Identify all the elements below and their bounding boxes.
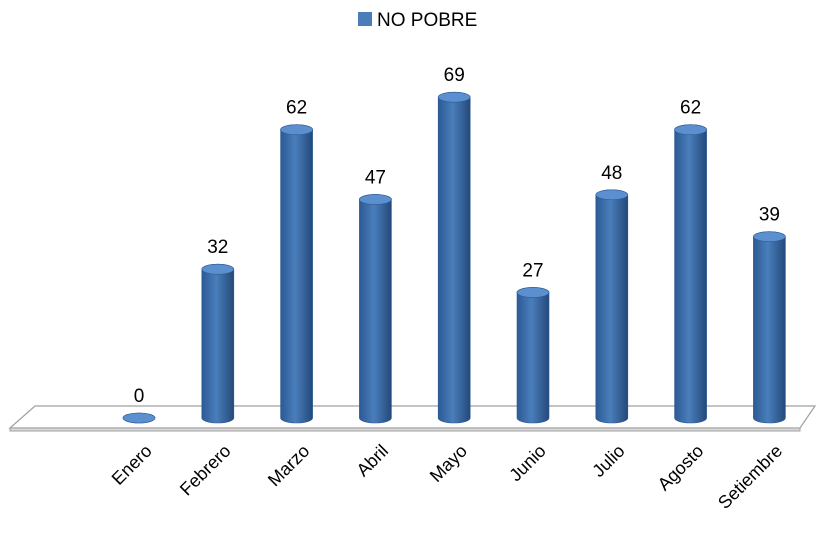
x-tick-label: Enero — [108, 441, 156, 489]
legend-label: NO POBRE — [377, 10, 477, 31]
bar — [674, 124, 707, 424]
x-tick-label: Abril — [353, 441, 393, 481]
bar-cap — [280, 124, 313, 135]
value-label: 47 — [365, 167, 386, 188]
bar — [280, 124, 313, 424]
bar-cap — [595, 189, 629, 201]
bar-cap — [122, 412, 156, 424]
bar-cap — [437, 91, 471, 103]
x-tick-label: Setiembre — [714, 441, 786, 513]
value-label: 62 — [286, 98, 307, 119]
value-label: 27 — [522, 260, 543, 281]
bar — [753, 231, 786, 424]
value-label: 0 — [134, 386, 145, 407]
x-tick-label: Junio — [505, 441, 550, 486]
bar-cap — [359, 194, 392, 205]
bar-cap — [674, 124, 707, 135]
bar — [595, 189, 629, 424]
bar-cap — [753, 231, 786, 242]
value-label: 32 — [207, 237, 228, 258]
x-tick-label: Mayo — [426, 441, 471, 486]
value-label: 39 — [759, 205, 780, 226]
bar-cap — [201, 263, 235, 275]
bar — [359, 194, 392, 424]
bar — [201, 263, 235, 424]
value-label: 62 — [680, 98, 701, 119]
bar — [437, 91, 471, 424]
value-label: 69 — [444, 65, 465, 86]
bar — [516, 287, 550, 424]
x-tick-label: Julio — [588, 441, 628, 481]
x-tick-label: Agosto — [654, 441, 708, 495]
legend-swatch — [358, 12, 372, 26]
x-tick-label: Marzo — [264, 441, 314, 491]
value-label: 48 — [601, 163, 622, 184]
bar-cap — [516, 287, 550, 298]
x-tick-label: Febrero — [176, 441, 235, 500]
